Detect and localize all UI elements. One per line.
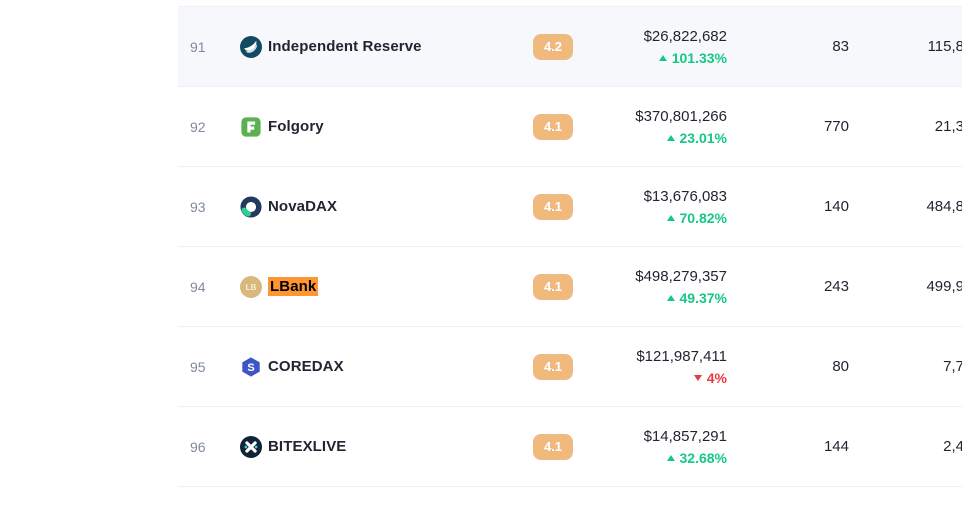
truncated-last-column-value: 7,7 (943, 358, 962, 375)
table-row[interactable]: 93 NovaDAX 4.1 $13,676,083 70.82% 140 48… (178, 167, 962, 247)
volume-cell: $26,822,682 101.33% (596, 27, 731, 67)
exchange-name[interactable]: Independent Reserve (268, 38, 422, 55)
table-row[interactable]: 96 BITEXLIVE 4.1 $14,857,291 32.68% 144 … (178, 407, 962, 487)
truncated-last-column-value: 2,4 (943, 438, 962, 455)
exchange-name[interactable]: COREDAX (268, 358, 344, 375)
rating-badge: 4.2 (533, 33, 573, 60)
volume-cell: $121,987,411 4% (596, 347, 731, 387)
rank-number: 94 (190, 278, 206, 295)
table-row[interactable]: 95 S COREDAX 4.1 $121,987,411 4% 80 7,7 (178, 327, 962, 407)
markets-count: 80 (832, 358, 849, 375)
rating-badge: 4.1 (533, 353, 573, 380)
lbank-logo-icon: LB (240, 275, 262, 298)
rating-cell: 4.2 (510, 33, 596, 60)
volume-change-value: 70.82% (679, 209, 727, 226)
volume-24h-value: $14,857,291 (643, 427, 727, 445)
volume-change-value: 4% (706, 369, 727, 386)
rank-number: 93 (190, 198, 206, 215)
truncated-last-column-value: 21,3 (934, 118, 962, 135)
rating-cell: 4.1 (510, 353, 596, 380)
markets-count: 144 (823, 438, 849, 455)
table-row[interactable]: 92 Folgory 4.1 $370,801,266 23.01% 770 2… (178, 87, 962, 167)
folgory-logo-icon (240, 116, 262, 138)
rank-number: 91 (190, 38, 206, 55)
svg-text:LB: LB (246, 283, 257, 292)
rating-badge: 4.1 (533, 113, 573, 140)
exchange-name[interactable]: NovaDAX (268, 198, 338, 215)
novadax-logo-icon (240, 195, 262, 218)
exchange-cell[interactable]: LB LBank (240, 275, 510, 298)
truncated-last-column-value: 484,8 (926, 198, 962, 215)
exchange-cell[interactable]: Folgory (240, 116, 510, 138)
change-up-icon (666, 134, 675, 141)
markets-count: 140 (823, 198, 849, 215)
table-row[interactable]: 91 Independent Reserve 4.2 $26,822,682 1… (178, 7, 962, 87)
volume-change-value: 49.37% (679, 289, 727, 306)
coredax-logo-icon: S (240, 356, 262, 378)
table-row[interactable]: 94 LB LBank 4.1 $498,279,357 49.37% 243 … (178, 247, 962, 327)
rating-badge: 4.1 (533, 273, 573, 300)
exchange-name[interactable]: Folgory (268, 118, 324, 135)
rating-cell: 4.1 (510, 113, 596, 140)
rating-cell: 4.1 (510, 193, 596, 220)
volume-24h-value: $370,801,266 (635, 107, 727, 125)
volume-24h-value: $26,822,682 (643, 27, 727, 45)
rating-cell: 4.1 (510, 433, 596, 460)
volume-change: 101.33% (596, 49, 727, 67)
rating-badge: 4.1 (533, 193, 573, 220)
rank-number: 96 (190, 438, 206, 455)
markets-count: 243 (823, 278, 849, 295)
volume-change-value: 23.01% (679, 129, 727, 146)
volume-change: 23.01% (596, 129, 727, 147)
exchange-name[interactable]: BITEXLIVE (268, 438, 347, 455)
change-up-icon (666, 454, 675, 461)
volume-change-value: 101.33% (671, 49, 727, 66)
independent-reserve-logo-icon (240, 35, 262, 58)
volume-change-value: 32.68% (679, 449, 727, 466)
volume-24h-value: $498,279,357 (635, 267, 727, 285)
volume-24h-value: $121,987,411 (636, 347, 727, 365)
exchange-name[interactable]: LBank (268, 277, 319, 296)
rating-badge: 4.1 (533, 433, 573, 460)
svg-text:S: S (247, 362, 254, 374)
exchange-ranking-table: 91 Independent Reserve 4.2 $26,822,682 1… (178, 6, 962, 487)
exchange-cell[interactable]: S COREDAX (240, 356, 510, 378)
volume-cell: $498,279,357 49.37% (596, 267, 731, 307)
rating-cell: 4.1 (510, 273, 596, 300)
volume-cell: $14,857,291 32.68% (596, 427, 731, 467)
change-up-icon (666, 294, 675, 301)
volume-change: 70.82% (596, 209, 727, 227)
markets-count: 83 (832, 38, 849, 55)
volume-change: 49.37% (596, 289, 727, 307)
bitexlive-logo-icon (240, 435, 262, 458)
rank-number: 95 (190, 358, 206, 375)
volume-24h-value: $13,676,083 (643, 187, 727, 205)
truncated-last-column-value: 499,9 (926, 278, 962, 295)
volume-change: 32.68% (596, 449, 727, 467)
exchange-cell[interactable]: NovaDAX (240, 195, 510, 218)
change-up-icon (666, 214, 675, 221)
truncated-last-column-value: 115,8 (927, 38, 962, 55)
volume-cell: $370,801,266 23.01% (596, 107, 731, 147)
change-down-icon (693, 374, 702, 381)
change-up-icon (658, 54, 667, 61)
markets-count: 770 (823, 118, 849, 135)
volume-cell: $13,676,083 70.82% (596, 187, 731, 227)
rank-number: 92 (190, 118, 206, 135)
exchange-cell[interactable]: Independent Reserve (240, 35, 510, 58)
exchange-cell[interactable]: BITEXLIVE (240, 435, 510, 458)
volume-change: 4% (596, 369, 727, 387)
